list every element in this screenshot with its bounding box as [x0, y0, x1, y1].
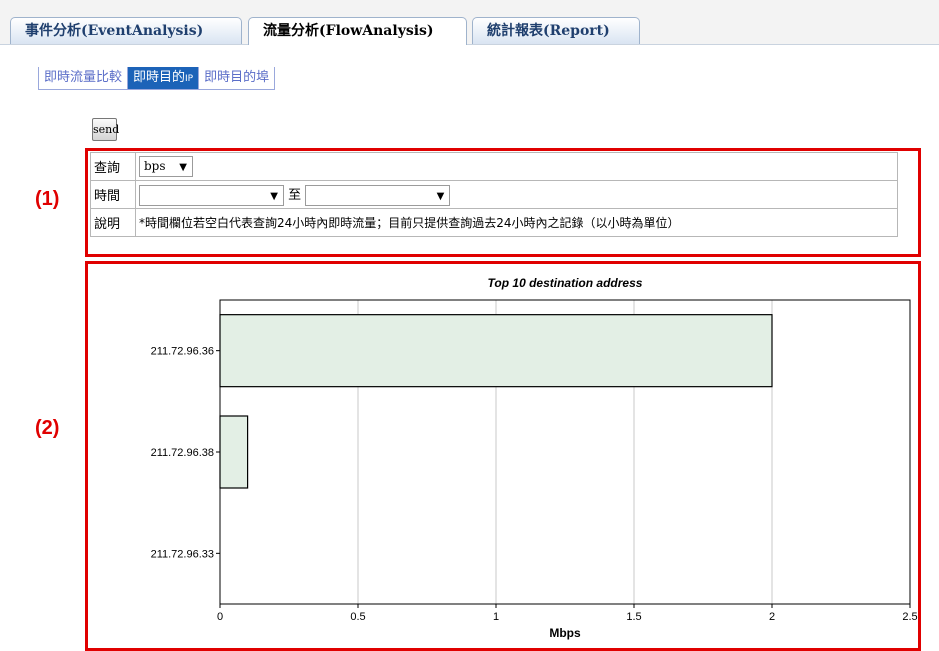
x-tick-label: 2	[769, 611, 775, 623]
bar	[219, 314, 773, 388]
section-label-two: (2)	[35, 417, 60, 439]
y-tick-label: 211.72.96.38	[151, 447, 214, 459]
time-to-select[interactable]: ▼	[305, 184, 451, 206]
y-tick-label: 211.72.96.36	[151, 346, 214, 358]
bar	[219, 415, 249, 489]
tab-event-analysis[interactable]: 事件分析(EventAnalysis)	[10, 17, 242, 44]
subtab-realtime-destination-ip[interactable]: 即時目的IP	[128, 67, 200, 89]
time-from-select[interactable]: ▼	[139, 184, 284, 206]
main-tab-bar: 事件分析(EventAnalysis) 流量分析(FlowAnalysis) 統…	[0, 0, 939, 45]
y-tick-label: 211.72.96.33	[151, 548, 214, 560]
tab-report[interactable]: 統計報表(Report)	[472, 17, 640, 44]
tab-flow-analysis[interactable]: 流量分析(FlowAnalysis)	[248, 17, 467, 45]
chevron-down-icon: ▼	[270, 190, 278, 202]
chevron-down-icon: ▼	[436, 190, 445, 202]
x-axis-label: Mbps	[549, 626, 581, 640]
time-separator: 至	[288, 187, 302, 203]
time-cell: ▼ 至 ▼	[135, 180, 898, 209]
chart-title: Top 10 destination address	[488, 276, 643, 290]
chevron-down-icon: ▼	[179, 162, 187, 173]
section-label-one: (1)	[35, 188, 60, 210]
query-row: 查詢 bps ▼	[90, 152, 898, 181]
subtab-realtime-destination-port[interactable]: 即時目的埠	[199, 67, 275, 89]
subtab-bar: 即時流量比較 即時目的IP 即時目的埠	[38, 67, 276, 90]
x-tick-label: 0.5	[350, 611, 365, 623]
time-row: 時間 ▼ 至 ▼	[90, 180, 898, 209]
time-to-value	[306, 188, 310, 202]
note-row: 說明 *時間欄位若空白代表查詢24小時內即時流量；目前只提供查詢過去24小時內之…	[90, 208, 898, 237]
x-tick-label: 1	[493, 611, 499, 623]
note-text: *時間欄位若空白代表查詢24小時內即時流量；目前只提供查詢過去24小時內之記錄（…	[135, 208, 898, 237]
send-button[interactable]: send	[92, 118, 119, 141]
time-label: 時間	[90, 180, 136, 209]
query-label: 查詢	[90, 152, 136, 181]
time-from-value	[140, 188, 144, 202]
query-form-frame	[85, 148, 921, 257]
unit-select[interactable]: bps ▼	[139, 156, 193, 177]
subtab-ip-suffix: IP	[185, 74, 194, 84]
subtab-label: 即時目的	[133, 70, 186, 85]
bar-chart: Top 10 destination address211.72.96.3621…	[151, 276, 918, 640]
unit-select-value: bps	[144, 159, 166, 173]
query-form: 查詢 bps ▼ 時間 ▼ 至 ▼ 說明 *時間欄位若空白代表查詢24小時內即時…	[90, 152, 898, 237]
x-tick-label: 2.5	[902, 611, 917, 623]
subtab-realtime-traffic-compare[interactable]: 即時流量比較	[39, 67, 129, 89]
query-cell: bps ▼	[135, 152, 898, 181]
x-tick-label: 0	[217, 611, 223, 623]
x-tick-label: 1.5	[626, 611, 641, 623]
note-label: 說明	[90, 208, 136, 237]
